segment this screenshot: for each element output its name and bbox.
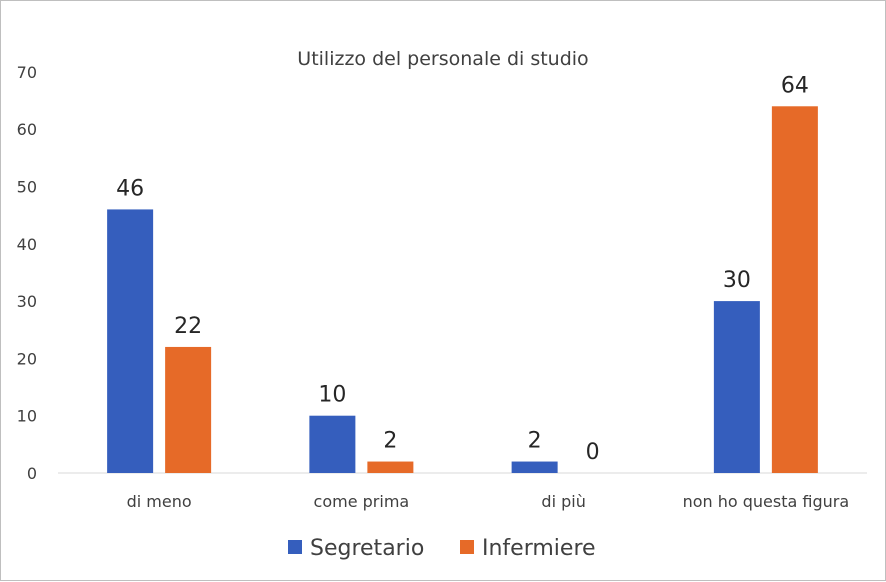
legend-swatch-infermiere (460, 540, 474, 554)
y-tick-label: 40 (17, 235, 37, 254)
y-tick-label: 20 (17, 349, 37, 368)
bar-infermiere (771, 106, 818, 473)
bars (107, 106, 818, 474)
data-label: 46 (116, 176, 144, 201)
y-tick-label: 60 (17, 120, 37, 139)
category-label: non ho questa figura (683, 492, 850, 511)
data-label: 10 (318, 383, 346, 408)
data-label: 0 (586, 440, 600, 465)
data-label: 2 (383, 429, 397, 454)
y-tick-label: 10 (17, 407, 37, 426)
y-tick-label: 30 (17, 292, 37, 311)
legend: Segretario Infermiere (288, 536, 596, 561)
legend-label-segretario: Segretario (310, 536, 424, 561)
data-label: 30 (723, 268, 751, 293)
y-tick-label: 0 (27, 464, 37, 483)
y-axis: 0 10 20 30 40 50 60 70 (17, 63, 37, 483)
category-label: di meno (127, 492, 192, 511)
legend-swatch-segretario (288, 540, 302, 554)
category-label: come prima (314, 492, 410, 511)
bar-infermiere (165, 346, 212, 473)
bar-segretario (309, 415, 356, 473)
chart-title: Utilizzo del personale di studio (297, 48, 588, 70)
bar-segretario (107, 209, 154, 474)
bar-segretario (713, 301, 760, 473)
bar-segretario (511, 461, 558, 473)
category-labels: di meno come prima di più non ho questa fig… (127, 492, 850, 511)
data-label: 64 (781, 73, 809, 98)
y-tick-label: 50 (17, 178, 37, 197)
legend-label-infermiere: Infermiere (482, 536, 596, 561)
bar-infermiere (367, 461, 414, 473)
y-tick-label: 70 (17, 63, 37, 82)
data-label: 2 (528, 429, 542, 454)
data-label: 22 (174, 314, 202, 339)
category-label: di più (541, 492, 585, 511)
